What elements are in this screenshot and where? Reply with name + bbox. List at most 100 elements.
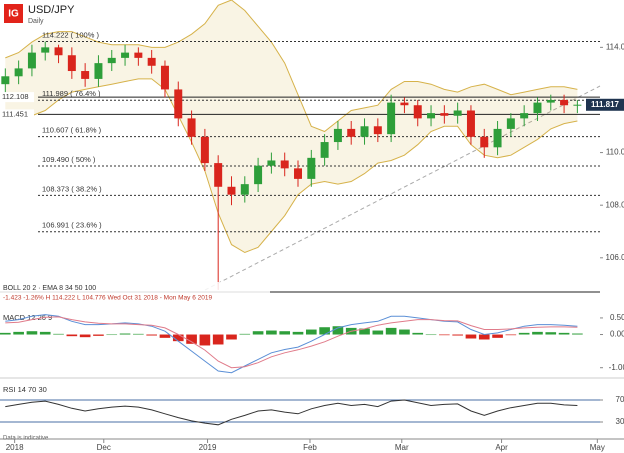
fib-label: 108.373 ( 38.2% ) bbox=[42, 184, 102, 193]
y-tick-label: 0.000 bbox=[610, 330, 624, 339]
candle-body bbox=[174, 89, 183, 119]
histogram-bar bbox=[146, 334, 157, 336]
candle-body bbox=[373, 126, 382, 135]
candle-body bbox=[214, 163, 223, 187]
candle-body bbox=[546, 99, 555, 103]
candle-body bbox=[267, 160, 276, 166]
info: -1.423 -1.26% H 114.222 L 104.776 Wed Oc… bbox=[3, 295, 212, 302]
histogram-bar bbox=[572, 333, 583, 335]
histogram-bar bbox=[425, 334, 437, 336]
histogram-bar bbox=[412, 332, 424, 335]
x-tick-label: Apr bbox=[495, 443, 508, 452]
histogram-bar bbox=[545, 332, 557, 335]
candle-body bbox=[466, 110, 475, 137]
histogram-bar bbox=[53, 333, 64, 335]
candle-body bbox=[54, 47, 63, 56]
footer-note: Data is indicative bbox=[3, 436, 49, 442]
histogram-bar bbox=[292, 331, 304, 335]
histogram-bar bbox=[532, 331, 543, 335]
candle-body bbox=[453, 110, 462, 116]
panel-title: RSI 14 70 30 bbox=[3, 385, 47, 394]
candle-body bbox=[81, 71, 90, 79]
histogram-bar bbox=[119, 333, 131, 335]
info-bg bbox=[0, 282, 270, 303]
candle-body bbox=[1, 76, 10, 85]
candle-body bbox=[493, 128, 502, 148]
logo: IG bbox=[8, 9, 19, 20]
candle-body bbox=[94, 63, 103, 79]
histogram-bar bbox=[266, 330, 277, 335]
histogram-bar bbox=[226, 334, 237, 340]
candle-body bbox=[107, 57, 116, 64]
candle-body bbox=[200, 136, 209, 164]
candle-body bbox=[400, 102, 409, 106]
fib-label: 110.607 ( 61.8% ) bbox=[42, 126, 102, 135]
candle-body bbox=[134, 52, 143, 58]
histogram-bar bbox=[439, 334, 450, 336]
timeframe: Daily bbox=[28, 18, 44, 25]
y-tick-label: -1.000 bbox=[609, 363, 624, 372]
histogram-bar bbox=[172, 334, 184, 342]
level-label-bg bbox=[0, 92, 34, 103]
histogram-bar bbox=[13, 331, 24, 335]
last-price-tag bbox=[586, 98, 624, 111]
candle-body bbox=[440, 113, 449, 116]
histogram-bar bbox=[452, 334, 463, 336]
histogram-bar bbox=[558, 332, 570, 335]
candle-body bbox=[347, 128, 356, 137]
y-tick-label: 106.000 bbox=[606, 253, 624, 262]
x-tick-label: Feb bbox=[303, 443, 317, 452]
level-label: 111.451 bbox=[2, 109, 28, 118]
candle-body bbox=[307, 157, 316, 179]
signal-line bbox=[5, 316, 578, 369]
band-lower bbox=[5, 78, 578, 254]
histogram-bar bbox=[252, 331, 264, 335]
histogram-bar bbox=[332, 326, 344, 335]
candle-body bbox=[360, 126, 369, 137]
x-tick-label: Dec bbox=[97, 443, 111, 452]
histogram-bar bbox=[0, 332, 11, 335]
histogram-bar bbox=[399, 329, 410, 335]
candle-body bbox=[506, 118, 515, 129]
macd-line bbox=[5, 314, 578, 374]
candle-body bbox=[27, 52, 36, 69]
histogram-bar bbox=[385, 327, 397, 335]
candle-body bbox=[280, 160, 289, 169]
logo-box bbox=[4, 4, 23, 23]
histogram-bar bbox=[79, 334, 91, 338]
candle-body bbox=[333, 128, 342, 143]
y-tick-label: 70 bbox=[616, 395, 624, 404]
level-label: 112.108 bbox=[2, 92, 29, 101]
histogram-bar bbox=[199, 334, 211, 346]
candle-body bbox=[413, 105, 422, 119]
histogram-bar bbox=[26, 331, 38, 335]
indicators: BOLL 20 2 · EMA 8 34 50 100 bbox=[3, 285, 96, 292]
histogram-bar bbox=[106, 334, 118, 336]
y-tick-label: 110.000 bbox=[606, 148, 624, 157]
x-tick-label: May bbox=[590, 443, 605, 452]
histogram-bar bbox=[465, 334, 477, 339]
histogram-bar bbox=[133, 333, 144, 335]
histogram-bar bbox=[492, 334, 503, 338]
histogram-bar bbox=[66, 334, 78, 337]
histogram-bar bbox=[186, 334, 197, 344]
rsi-line bbox=[5, 399, 578, 426]
candle-body bbox=[427, 113, 436, 119]
histogram-bar bbox=[279, 331, 291, 335]
candle-body bbox=[187, 118, 196, 137]
candle-body bbox=[240, 184, 249, 195]
histogram-bar bbox=[39, 331, 51, 335]
candle-body bbox=[41, 47, 50, 53]
x-tick-label: 2019 bbox=[199, 443, 217, 452]
histogram-bar bbox=[319, 327, 330, 335]
fib-label: 111.989 ( 76.4% ) bbox=[42, 89, 101, 98]
histogram-bar bbox=[372, 330, 384, 335]
histogram-bar bbox=[159, 334, 171, 338]
fib-label: 114.222 ( 100% ) bbox=[42, 30, 99, 39]
level-label-bg bbox=[0, 109, 34, 120]
band-upper bbox=[5, 0, 578, 133]
candle-body bbox=[227, 186, 236, 195]
candle-body bbox=[573, 104, 582, 106]
histogram-bar bbox=[305, 329, 317, 335]
